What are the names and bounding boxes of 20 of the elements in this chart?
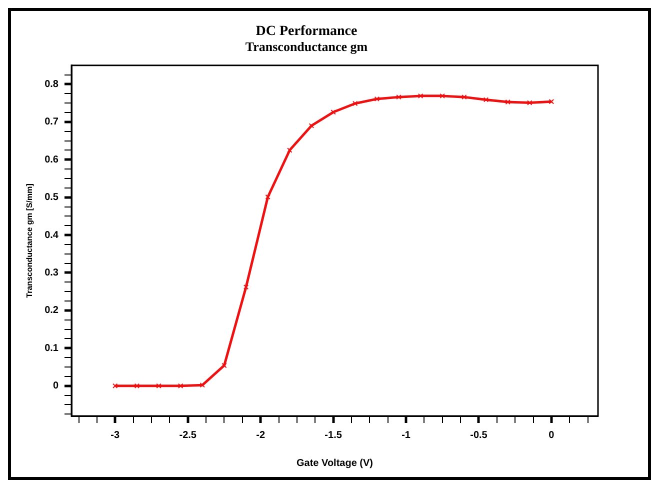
y-tick-label: 0.4 (44, 230, 59, 241)
x-tick-label: -1 (402, 430, 411, 441)
x-tick-label: -0.5 (470, 430, 488, 441)
y-tick-label: 0.2 (44, 305, 59, 316)
chart-subtitle: Transconductance gm (245, 38, 368, 54)
x-tick-label: 0 (548, 430, 555, 441)
y-tick-label: 0 (52, 380, 59, 392)
x-tick-label: -1.5 (324, 430, 342, 441)
x-tick-label: -2.5 (179, 430, 197, 441)
y-tick-label: 0.6 (44, 154, 59, 166)
y-tick-label: 0.5 (44, 192, 59, 204)
x-axis-title: Gate Voltage (V) (296, 458, 373, 469)
y-tick-label: 0.3 (44, 267, 59, 278)
x-tick-label: -3 (110, 430, 120, 441)
y-tick-label: 0.7 (44, 116, 59, 128)
y-tick-label: 0.8 (44, 79, 59, 90)
y-axis-title: Transconductance gm [S/mm] (25, 183, 34, 298)
chart-title: DC Performance (256, 24, 358, 40)
x-tick-label: -2 (256, 430, 266, 441)
y-tick-label: 0.1 (44, 342, 59, 354)
